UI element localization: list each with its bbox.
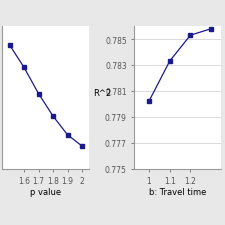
Y-axis label: R^2: R^2 [93, 89, 111, 98]
X-axis label: b: Travel time: b: Travel time [149, 187, 206, 196]
X-axis label: p value: p value [30, 187, 61, 196]
